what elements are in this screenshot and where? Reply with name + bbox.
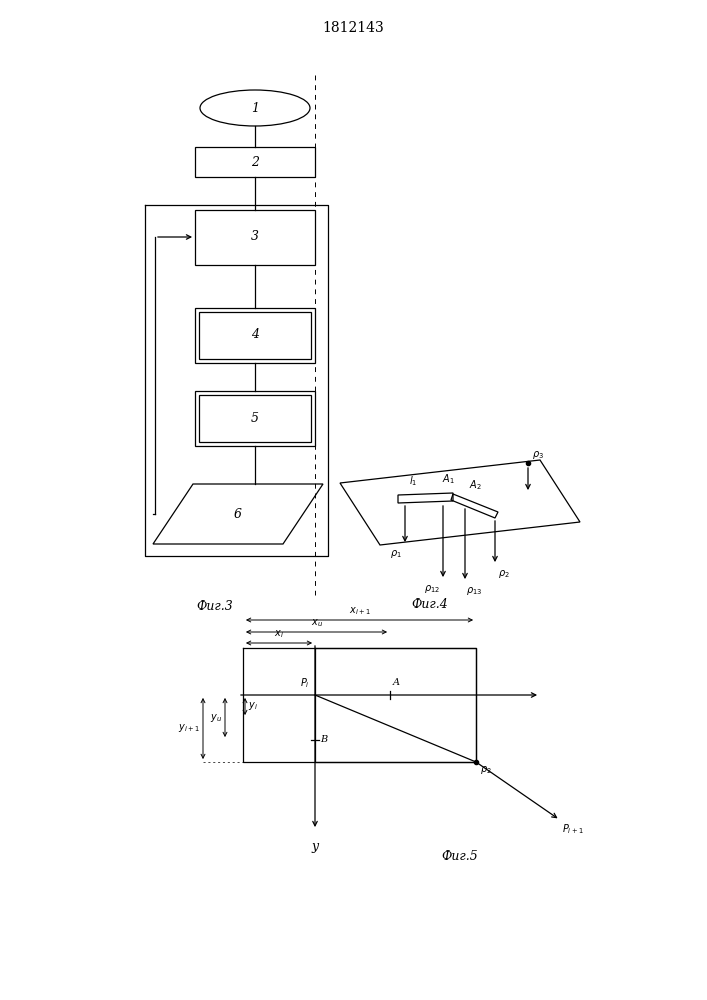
Text: Фиг.5: Фиг.5 — [442, 850, 479, 863]
Bar — [195, 390, 315, 446]
Text: $y_u$: $y_u$ — [210, 712, 222, 724]
Text: $x_{i+1}$: $x_{i+1}$ — [349, 605, 370, 617]
Text: 1: 1 — [251, 102, 259, 114]
Text: $\rho_3$: $\rho_3$ — [532, 449, 544, 461]
Bar — [195, 308, 315, 362]
Bar — [199, 394, 311, 442]
Text: A: A — [393, 678, 400, 687]
Bar — [195, 147, 315, 177]
Text: $\rho_1$: $\rho_1$ — [390, 548, 402, 560]
Text: $y_{i+1}$: $y_{i+1}$ — [178, 722, 200, 734]
Text: 4: 4 — [251, 328, 259, 342]
Text: 6: 6 — [234, 508, 242, 520]
Text: Фиг.4: Фиг.4 — [411, 598, 448, 611]
Text: $y_i$: $y_i$ — [248, 700, 258, 712]
Text: 2: 2 — [251, 155, 259, 168]
Text: $\rho_{12}$: $\rho_{12}$ — [424, 583, 440, 595]
Text: Фиг.3: Фиг.3 — [197, 600, 233, 613]
Text: $\rho_2$: $\rho_2$ — [498, 568, 510, 580]
Text: $\rho_2$: $\rho_2$ — [480, 764, 492, 776]
Text: $A_1$: $A_1$ — [442, 472, 455, 486]
Text: B: B — [320, 736, 327, 744]
Text: $\rho_{13}$: $\rho_{13}$ — [466, 585, 482, 597]
Bar — [195, 210, 315, 264]
Text: $x_u$: $x_u$ — [310, 617, 322, 629]
Text: $P_i$: $P_i$ — [300, 676, 310, 690]
Text: $A_2$: $A_2$ — [469, 478, 481, 492]
Text: 3: 3 — [251, 231, 259, 243]
Text: $P_{i+1}$: $P_{i+1}$ — [562, 822, 584, 836]
Bar — [199, 312, 311, 359]
Text: 1812143: 1812143 — [322, 21, 384, 35]
Text: $l_1$: $l_1$ — [409, 474, 417, 488]
Text: y: y — [312, 840, 319, 853]
Text: $x_i$: $x_i$ — [274, 628, 284, 640]
Text: 5: 5 — [251, 412, 259, 424]
